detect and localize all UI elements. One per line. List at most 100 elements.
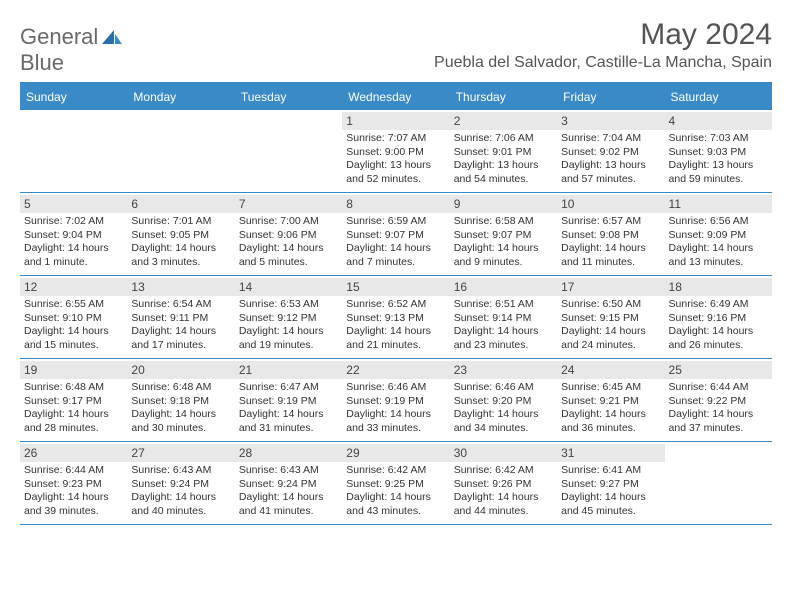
- info-line: and 21 minutes.: [346, 339, 445, 353]
- info-line: Daylight: 14 hours: [454, 408, 553, 422]
- calendar-cell: 6Sunrise: 7:01 AMSunset: 9:05 PMDaylight…: [127, 193, 234, 275]
- info-line: and 57 minutes.: [561, 173, 660, 187]
- info-line: and 19 minutes.: [239, 339, 338, 353]
- info-line: Sunrise: 6:41 AM: [561, 464, 660, 478]
- day-info: Sunrise: 6:53 AMSunset: 9:12 PMDaylight:…: [239, 298, 338, 353]
- info-line: Sunrise: 6:48 AM: [24, 381, 123, 395]
- day-number: 10: [557, 195, 664, 213]
- day-header: Tuesday: [235, 84, 342, 110]
- title-block: May 2024 Puebla del Salvador, Castille-L…: [434, 18, 772, 72]
- day-number: 19: [20, 361, 127, 379]
- calendar-cell: 17Sunrise: 6:50 AMSunset: 9:15 PMDayligh…: [557, 276, 664, 358]
- calendar-cell: 30Sunrise: 6:42 AMSunset: 9:26 PMDayligh…: [450, 442, 557, 524]
- calendar-cell: 16Sunrise: 6:51 AMSunset: 9:14 PMDayligh…: [450, 276, 557, 358]
- calendar-cell: 7 Sunrise: 7:00 AMSunset: 9:06 PMDaylight…: [235, 193, 342, 275]
- calendar-cell: 14Sunrise: 6:53 AMSunset: 9:12 PMDayligh…: [235, 276, 342, 358]
- day-number: 29: [342, 444, 449, 462]
- calendar-row: 12Sunrise: 6:55 AMSunset: 9:10 PMDayligh…: [20, 276, 772, 359]
- day-number: 23: [450, 361, 557, 379]
- info-line: and 40 minutes.: [131, 505, 230, 519]
- calendar-cell: 8Sunrise: 6:59 AMSunset: 9:07 PMDaylight…: [342, 193, 449, 275]
- day-number: 26: [20, 444, 127, 462]
- day-number: 7: [235, 195, 342, 213]
- logo-word1: General: [20, 24, 98, 49]
- day-info: Sunrise: 6:57 AMSunset: 9:08 PMDaylight:…: [561, 215, 660, 270]
- calendar-cell: 1Sunrise: 7:07 AMSunset: 9:00 PMDaylight…: [342, 110, 449, 192]
- info-line: Sunrise: 6:59 AM: [346, 215, 445, 229]
- info-line: Sunrise: 6:51 AM: [454, 298, 553, 312]
- info-line: and 33 minutes.: [346, 422, 445, 436]
- info-line: Sunset: 9:05 PM: [131, 229, 230, 243]
- calendar-cell: 20 Sunrise: 6:48 AMSunset: 9:18 PMDayligh…: [127, 359, 234, 441]
- info-line: Sunset: 9:21 PM: [561, 395, 660, 409]
- info-line: Daylight: 14 hours: [239, 491, 338, 505]
- calendar-cell: 24Sunrise: 6:45 AMSunset: 9:21 PMDayligh…: [557, 359, 664, 441]
- calendar-cell: 10 Sunrise: 6:57 AMSunset: 9:08 PMDayligh…: [557, 193, 664, 275]
- info-line: Sunrise: 6:46 AM: [454, 381, 553, 395]
- info-line: and 11 minutes.: [561, 256, 660, 270]
- info-line: Sunset: 9:16 PM: [669, 312, 768, 326]
- day-info: Sunrise: 6:44 AMSunset: 9:23 PMDaylight:…: [24, 464, 123, 519]
- calendar-cell: 31Sunrise: 6:41 AMSunset: 9:27 PMDayligh…: [557, 442, 664, 524]
- info-line: Daylight: 14 hours: [131, 325, 230, 339]
- calendar-cell: 29Sunrise: 6:42 AMSunset: 9:25 PMDayligh…: [342, 442, 449, 524]
- info-line: Sunrise: 6:53 AM: [239, 298, 338, 312]
- calendar-cell: [665, 442, 772, 524]
- info-line: and 34 minutes.: [454, 422, 553, 436]
- info-line: Sunset: 9:10 PM: [24, 312, 123, 326]
- day-number: 2: [450, 112, 557, 130]
- logo-sail-icon: [100, 28, 124, 46]
- calendar-row: 26 Sunrise: 6:44 AMSunset: 9:23 PMDayligh…: [20, 442, 772, 525]
- day-info: Sunrise: 6:48 AMSunset: 9:18 PMDaylight:…: [131, 381, 230, 436]
- calendar-row: 5Sunrise: 7:02 AMSunset: 9:04 PMDaylight…: [20, 193, 772, 276]
- info-line: Sunset: 9:24 PM: [239, 478, 338, 492]
- calendar-cell: 15Sunrise: 6:52 AMSunset: 9:13 PMDayligh…: [342, 276, 449, 358]
- info-line: Sunset: 9:01 PM: [454, 146, 553, 160]
- info-line: and 13 minutes.: [669, 256, 768, 270]
- calendar-body: 1Sunrise: 7:07 AMSunset: 9:00 PMDaylight…: [20, 110, 772, 525]
- day-info: Sunrise: 7:04 AMSunset: 9:02 PMDaylight:…: [561, 132, 660, 187]
- day-number: 25: [665, 361, 772, 379]
- day-info: Sunrise: 6:45 AMSunset: 9:21 PMDaylight:…: [561, 381, 660, 436]
- info-line: Daylight: 14 hours: [561, 491, 660, 505]
- day-header: Monday: [127, 84, 234, 110]
- info-line: Sunset: 9:07 PM: [346, 229, 445, 243]
- info-line: Daylight: 14 hours: [239, 242, 338, 256]
- day-number: 20: [127, 361, 234, 379]
- day-info: Sunrise: 6:49 AMSunset: 9:16 PMDaylight:…: [669, 298, 768, 353]
- info-line: Sunrise: 6:43 AM: [131, 464, 230, 478]
- info-line: Sunrise: 7:03 AM: [669, 132, 768, 146]
- info-line: Daylight: 14 hours: [239, 408, 338, 422]
- logo-word2: Blue: [20, 50, 64, 75]
- info-line: Daylight: 14 hours: [24, 325, 123, 339]
- info-line: Sunset: 9:14 PM: [454, 312, 553, 326]
- calendar-cell: 12Sunrise: 6:55 AMSunset: 9:10 PMDayligh…: [20, 276, 127, 358]
- info-line: Sunset: 9:04 PM: [24, 229, 123, 243]
- info-line: Daylight: 14 hours: [561, 242, 660, 256]
- info-line: and 1 minute.: [24, 256, 123, 270]
- info-line: and 7 minutes.: [346, 256, 445, 270]
- day-number: 16: [450, 278, 557, 296]
- info-line: Sunrise: 7:06 AM: [454, 132, 553, 146]
- day-number: 9: [450, 195, 557, 213]
- day-number: 4: [665, 112, 772, 130]
- day-info: Sunrise: 6:54 AMSunset: 9:11 PMDaylight:…: [131, 298, 230, 353]
- day-info: Sunrise: 6:43 AMSunset: 9:24 PMDaylight:…: [131, 464, 230, 519]
- calendar-cell: 22Sunrise: 6:46 AMSunset: 9:19 PMDayligh…: [342, 359, 449, 441]
- day-number: 12: [20, 278, 127, 296]
- day-number: 27: [127, 444, 234, 462]
- info-line: and 5 minutes.: [239, 256, 338, 270]
- info-line: Daylight: 14 hours: [669, 325, 768, 339]
- info-line: Sunset: 9:06 PM: [239, 229, 338, 243]
- day-number: 8: [342, 195, 449, 213]
- day-number: 21: [235, 361, 342, 379]
- day-number: 15: [342, 278, 449, 296]
- info-line: Daylight: 14 hours: [346, 491, 445, 505]
- day-number: 22: [342, 361, 449, 379]
- info-line: and 52 minutes.: [346, 173, 445, 187]
- info-line: Sunrise: 7:00 AM: [239, 215, 338, 229]
- info-line: Sunset: 9:27 PM: [561, 478, 660, 492]
- info-line: Daylight: 14 hours: [561, 325, 660, 339]
- day-info: Sunrise: 6:43 AMSunset: 9:24 PMDaylight:…: [239, 464, 338, 519]
- day-number: 13: [127, 278, 234, 296]
